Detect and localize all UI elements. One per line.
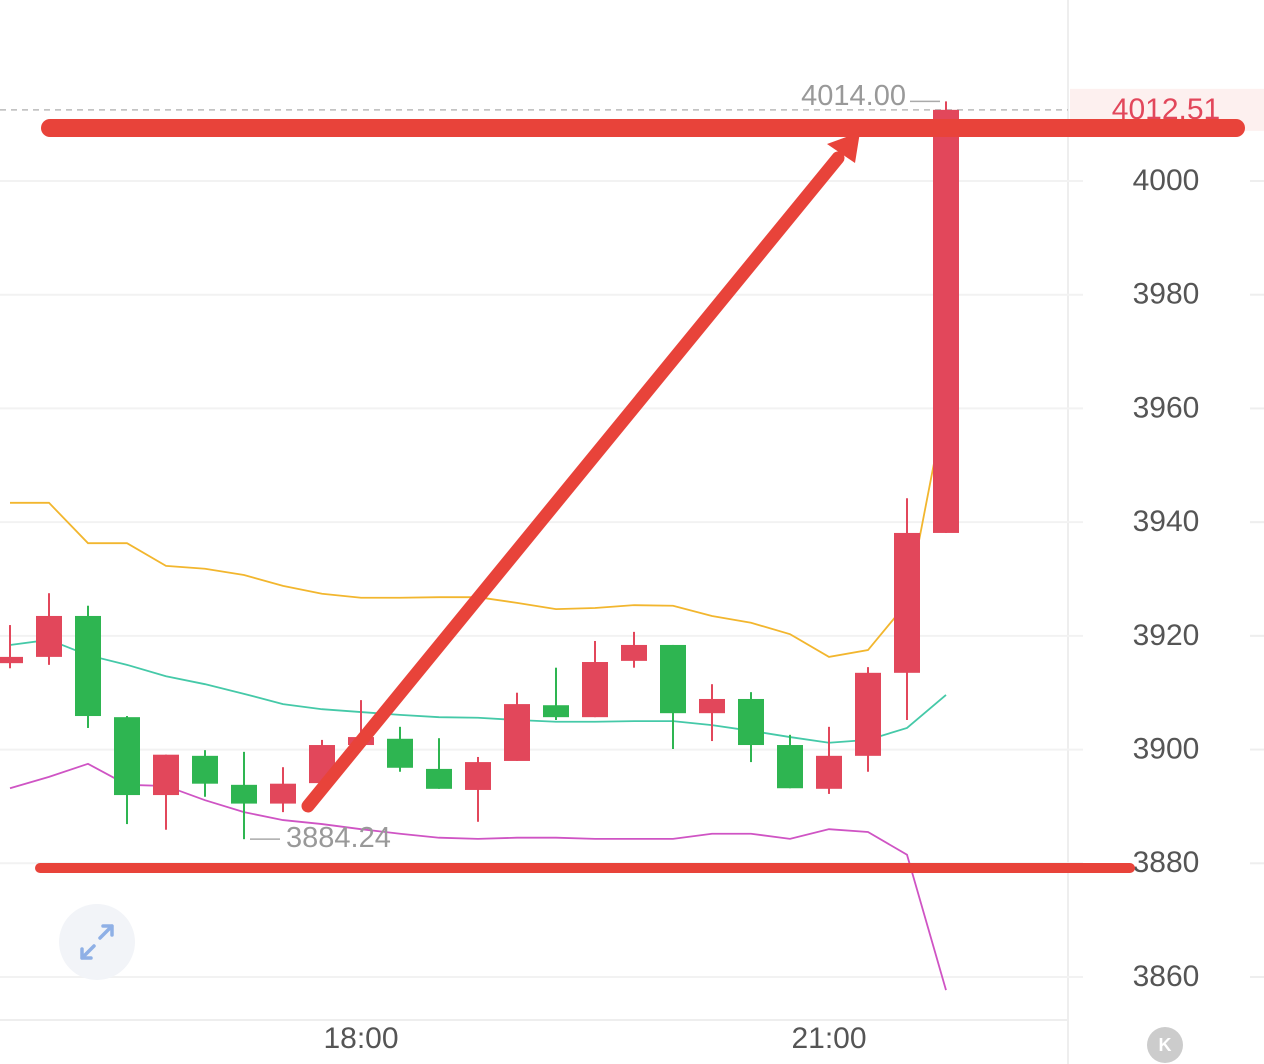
candle-body (816, 755, 842, 789)
trend-arrow-shaft (301, 151, 845, 813)
y-tick-label: 3920 (1133, 619, 1200, 652)
y-tick-label: 3900 (1133, 732, 1200, 765)
x-tick-label: 18:00 (323, 1022, 398, 1055)
candle-body (504, 704, 530, 761)
x-tick-label: 21:00 (791, 1022, 866, 1055)
candle-body (387, 738, 413, 768)
candle-body (153, 754, 179, 796)
candle-body (426, 768, 452, 789)
candle-body (621, 644, 647, 661)
candle-body (582, 662, 608, 718)
candle-body (465, 762, 491, 790)
y-tick-label: 3880 (1133, 846, 1200, 879)
plot-area: 3860 3880 3900 3920 3940 3960 3980 4000 18:00 21:… (0, 80, 1264, 1055)
low-marker-label: 3884.24 (286, 822, 391, 854)
candle-body (192, 755, 218, 784)
candle-body (855, 672, 881, 756)
k-button[interactable]: K (1147, 1027, 1183, 1063)
candle-body (777, 745, 803, 789)
indicator-line (9, 638, 947, 744)
candle-body (75, 615, 101, 717)
user-drawing (35, 119, 1245, 873)
expand-icon (80, 924, 114, 960)
candle-body (933, 109, 959, 533)
candle-body (699, 698, 725, 714)
y-tick-label: 3940 (1133, 505, 1200, 538)
high-marker-label: 4014.00 (801, 80, 906, 112)
candle-body (543, 705, 569, 718)
y-tick-label: 3960 (1133, 391, 1200, 424)
candle-body (270, 783, 296, 804)
candle-body (231, 784, 257, 804)
k-button-bg[interactable] (1147, 1027, 1183, 1063)
candle-body (660, 644, 686, 714)
indicator-line (10, 400, 947, 658)
expand-button-bg[interactable] (59, 904, 135, 980)
y-tick-label: 3980 (1133, 278, 1200, 311)
k-button-label[interactable]: K (1159, 1035, 1172, 1055)
candle-body (114, 717, 140, 796)
candle-body (0, 656, 23, 664)
candle-body (36, 615, 62, 657)
candle-body (738, 698, 764, 746)
candle-body (894, 532, 920, 673)
y-tick-label: 4000 (1133, 164, 1200, 197)
y-tick-label: 3860 (1133, 960, 1200, 993)
trend-arrow-head (827, 132, 860, 163)
expand-button[interactable] (59, 904, 135, 980)
